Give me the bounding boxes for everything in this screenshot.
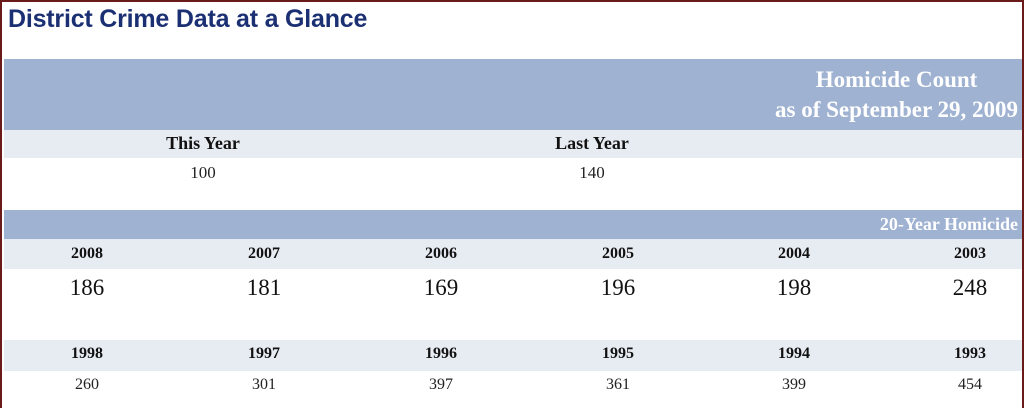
value-cell-3: 397 xyxy=(429,376,453,393)
value-cell-6: 454 xyxy=(958,376,982,393)
homicide-count-date: as of September 29, 2009 xyxy=(775,97,1018,122)
value-cell-4: 361 xyxy=(606,376,630,393)
this-year-label: This Year xyxy=(166,133,240,153)
twenty-year-title: 20-Year Homicide xyxy=(879,214,1018,234)
homicide-count-title: Homicide Count xyxy=(815,67,978,92)
value-cell-6: 248 xyxy=(952,275,988,300)
value-cell-5: 399 xyxy=(782,376,806,393)
value-cell-4: 196 xyxy=(600,275,636,300)
year-labels-row xyxy=(4,130,1022,158)
value-cell-1: 186 xyxy=(69,275,105,300)
year-row-2 xyxy=(4,340,1022,371)
year-cell-4: 2005 xyxy=(602,245,634,262)
value-cell-5: 198 xyxy=(776,275,812,300)
page-title: District Crime Data at a Glance xyxy=(8,5,368,33)
value-cell-2: 301 xyxy=(252,376,276,393)
year-cell-1: 2008 xyxy=(71,245,103,262)
year-cell-2: 1997 xyxy=(248,345,280,362)
year-cell-3: 1996 xyxy=(425,345,457,362)
year-row-1 xyxy=(4,239,1022,269)
year-cell-4: 1995 xyxy=(602,345,634,362)
value-cell-1: 260 xyxy=(75,376,99,393)
year-cell-5: 2004 xyxy=(778,245,810,262)
this-year-value: 100 xyxy=(190,163,216,182)
year-cell-2: 2007 xyxy=(248,245,280,262)
year-cell-5: 1994 xyxy=(778,345,810,362)
value-cell-3: 169 xyxy=(423,275,459,300)
year-cell-6: 2003 xyxy=(954,245,986,262)
last-year-label: Last Year xyxy=(555,133,629,153)
year-cell-1: 1998 xyxy=(71,345,103,362)
homicide-count-header: Homicide Count as of September 29, 2009 xyxy=(4,59,1022,130)
last-year-value: 140 xyxy=(579,163,605,182)
year-cell-3: 2006 xyxy=(425,245,457,262)
value-cell-2: 181 xyxy=(246,275,282,300)
twenty-year-header: 20-Year Homicide xyxy=(4,210,1022,239)
year-cell-6: 1993 xyxy=(954,345,986,362)
